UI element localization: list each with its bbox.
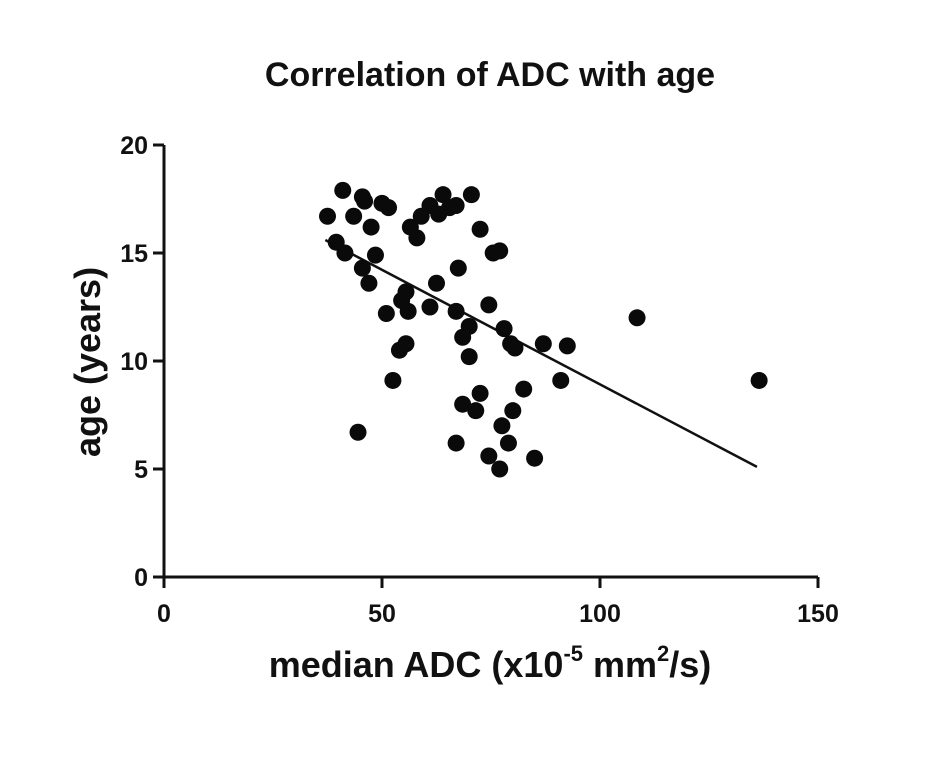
data-point (377, 304, 395, 322)
data-point (499, 434, 517, 452)
data-points (319, 181, 768, 478)
data-point (526, 449, 544, 467)
data-point (408, 229, 426, 247)
x-tick-label: 0 (157, 600, 171, 628)
data-point (345, 207, 363, 225)
data-point (552, 371, 570, 389)
y-tick-label: 20 (120, 132, 148, 160)
data-point (449, 259, 467, 277)
data-point (750, 371, 768, 389)
data-point (493, 417, 511, 435)
x-axis-label-exponent-1: -5 (563, 641, 583, 666)
data-point (399, 302, 417, 320)
x-tick-label: 50 (368, 600, 396, 628)
data-point (534, 335, 552, 353)
data-point (397, 335, 415, 353)
y-tick-label: 15 (120, 240, 148, 268)
data-point (334, 181, 352, 199)
data-point (319, 207, 336, 225)
data-point (454, 395, 472, 413)
x-axis-label: median ADC (x10-5 mm2/s) (269, 641, 712, 685)
y-tick-label: 5 (134, 456, 148, 484)
data-point (349, 423, 367, 441)
data-point (380, 199, 398, 217)
x-axis-label-exponent-2: 2 (657, 641, 669, 666)
x-tick-label: 100 (579, 600, 621, 628)
data-point (471, 220, 489, 238)
data-point (558, 337, 576, 355)
y-tick-label: 10 (120, 348, 148, 376)
data-point (360, 274, 378, 292)
x-tick-label: 150 (797, 600, 839, 628)
y-axis-label: age (years) (67, 267, 108, 457)
data-point (628, 309, 646, 327)
data-point (447, 434, 465, 452)
plot-area: 0 50 100 150 0 5 10 15 20 (120, 132, 839, 628)
x-axis-label-tail: /s) (669, 644, 711, 685)
data-point (506, 339, 524, 357)
data-point (462, 186, 480, 204)
data-point (460, 317, 478, 335)
data-point (447, 302, 465, 320)
trend-line (324, 238, 758, 468)
data-point (384, 371, 402, 389)
y-tick-label: 0 (134, 564, 148, 592)
data-point (353, 259, 371, 277)
data-point (495, 320, 513, 338)
data-point (460, 348, 478, 366)
data-point (434, 186, 452, 204)
data-point (480, 296, 498, 314)
data-point (471, 384, 489, 402)
data-point (366, 246, 384, 264)
data-point (428, 274, 445, 292)
data-point (447, 196, 465, 214)
data-point (491, 460, 509, 478)
data-point (362, 218, 380, 236)
data-point (421, 298, 439, 316)
axis-ticks: 0 50 100 150 0 5 10 15 20 (120, 132, 839, 628)
x-axis-label-main: median ADC (x10 (269, 644, 564, 685)
data-point (491, 242, 509, 260)
data-point (467, 402, 485, 420)
chart-title: Correlation of ADC with age (265, 56, 715, 94)
data-point (480, 447, 498, 465)
data-point (356, 192, 374, 210)
data-point (515, 380, 533, 398)
data-point (397, 283, 415, 301)
data-point (504, 402, 522, 420)
x-axis-label-mid: mm (583, 644, 657, 685)
data-point (336, 244, 354, 262)
